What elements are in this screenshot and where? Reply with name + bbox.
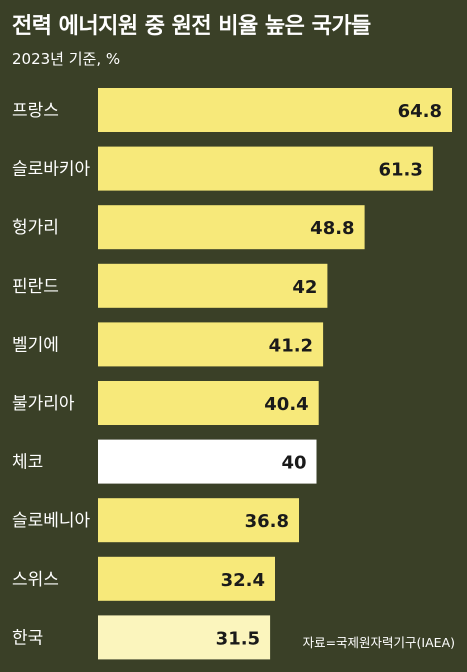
value-label-9: 32.4 (221, 570, 265, 591)
bar-10 (98, 615, 271, 660)
category-label-4: 핀란드 (12, 277, 59, 297)
value-label-3: 48.8 (310, 218, 354, 239)
bar-8 (98, 498, 299, 543)
bar-5 (98, 322, 324, 367)
value-label-2: 61.3 (378, 160, 422, 181)
category-label-1: 프랑스 (12, 101, 59, 121)
value-label-1: 64.8 (398, 101, 442, 122)
category-label-9: 스위스 (12, 570, 59, 590)
category-label-10: 한국 (12, 628, 43, 648)
bar-7 (98, 439, 317, 484)
category-label-5: 벨기에 (12, 335, 59, 355)
bar-2 (98, 146, 433, 191)
value-label-8: 36.8 (245, 511, 289, 532)
value-label-7: 40 (281, 453, 306, 474)
bar-1 (98, 88, 452, 132)
chart-subtitle: 2023년 기준, % (12, 50, 121, 68)
source-note: 자료=국제원자력기구(IAEA) (302, 635, 455, 650)
chart-title: 전력 에너지원 중 원전 비율 높은 국가들 (12, 14, 371, 39)
bar-3 (98, 205, 365, 250)
category-label-2: 슬로바키아 (12, 160, 91, 180)
category-label-3: 헝가리 (12, 218, 59, 238)
value-label-6: 40.4 (264, 394, 308, 415)
bar-6 (98, 381, 319, 425)
value-label-10: 31.5 (216, 628, 260, 649)
bar-9 (98, 556, 275, 601)
value-label-5: 41.2 (269, 335, 313, 356)
value-label-4: 42 (292, 277, 317, 298)
category-label-7: 체코 (12, 453, 43, 473)
bar-4 (98, 263, 328, 308)
category-label-6: 불가리아 (12, 394, 75, 414)
category-label-8: 슬로베니아 (12, 511, 91, 531)
